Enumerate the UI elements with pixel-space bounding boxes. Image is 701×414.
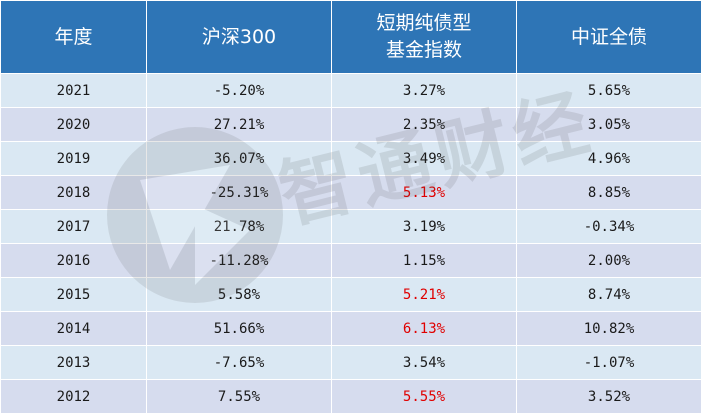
hs300-cell: -5.20% [146, 73, 332, 108]
all-bond-cell: 8.74% [516, 277, 701, 312]
short-bond-cell: 1.15% [331, 243, 517, 278]
year-cell: 2021 [0, 73, 147, 108]
hs300-cell: -11.28% [146, 243, 332, 278]
year-cell: 2018 [0, 175, 147, 210]
table-row: 2015 5.58% 5.21% 8.74% [0, 277, 701, 312]
hs300-cell: -7.65% [146, 345, 332, 380]
all-bond-cell: -0.34% [516, 209, 701, 244]
year-cell: 2014 [0, 311, 147, 346]
hs300-cell: 5.58% [146, 277, 332, 312]
header-hs300: 沪深300 [146, 0, 332, 74]
year-cell: 2016 [0, 243, 147, 278]
table-row: 2020 27.21% 2.35% 3.05% [0, 107, 701, 142]
table-row: 2014 51.66% 6.13% 10.82% [0, 311, 701, 346]
hs300-cell: 21.78% [146, 209, 332, 244]
all-bond-cell: 5.65% [516, 73, 701, 108]
table-row: 2021 -5.20% 3.27% 5.65% [0, 73, 701, 108]
hs300-cell: 51.66% [146, 311, 332, 346]
year-cell: 2020 [0, 107, 147, 142]
header-row: 年度 沪深300 短期纯债型基金指数 中证全债 [0, 0, 701, 74]
all-bond-cell: 8.85% [516, 175, 701, 210]
year-cell: 2013 [0, 345, 147, 380]
short-bond-cell: 3.27% [331, 73, 517, 108]
short-bond-cell: 3.19% [331, 209, 517, 244]
all-bond-cell: 2.00% [516, 243, 701, 278]
year-cell: 2012 [0, 379, 147, 414]
all-bond-cell: -1.07% [516, 345, 701, 380]
short-bond-cell: 6.13% [331, 311, 517, 346]
header-short-bond-index: 短期纯债型 基金指数 [331, 0, 517, 74]
all-bond-cell: 3.05% [516, 107, 701, 142]
hs300-cell: 7.55% [146, 379, 332, 414]
all-bond-cell: 4.96% [516, 141, 701, 176]
table-body: 2021 -5.20% 3.27% 5.65% 2020 27.21% 2.35% 3.05%… [0, 73, 701, 414]
table-row: 2013 -7.65% 3.54% -1.07% [0, 345, 701, 380]
hs300-cell: 36.07% [146, 141, 332, 176]
short-bond-cell: 5.13% [331, 175, 517, 210]
table-row: 2018 -25.31% 5.13% 8.85% [0, 175, 701, 210]
header-year: 年度 [0, 0, 147, 74]
short-bond-cell: 2.35% [331, 107, 517, 142]
hs300-cell: -25.31% [146, 175, 332, 210]
header-short-bond-line: 短期纯债型 [376, 12, 472, 34]
table-row: 2012 7.55% 5.55% 3.52% [0, 379, 701, 414]
hs300-cell: 27.21% [146, 107, 332, 142]
all-bond-cell: 3.52% [516, 379, 701, 414]
table-row: 2016 -11.28% 1.15% 2.00% [0, 243, 701, 278]
short-bond-cell: 3.49% [331, 141, 517, 176]
table-row: 2019 36.07% 3.49% 4.96% [0, 141, 701, 176]
all-bond-cell: 10.82% [516, 311, 701, 346]
header-all-bond: 中证全债 [516, 0, 701, 74]
year-cell: 2015 [0, 277, 147, 312]
header-short-bond-line: 基金指数 [385, 39, 462, 61]
table-row: 2017 21.78% 3.19% -0.34% [0, 209, 701, 244]
short-bond-cell: 5.55% [331, 379, 517, 414]
year-cell: 2019 [0, 141, 147, 176]
short-bond-cell: 3.54% [331, 345, 517, 380]
year-cell: 2017 [0, 209, 147, 244]
short-bond-cell: 5.21% [331, 277, 517, 312]
